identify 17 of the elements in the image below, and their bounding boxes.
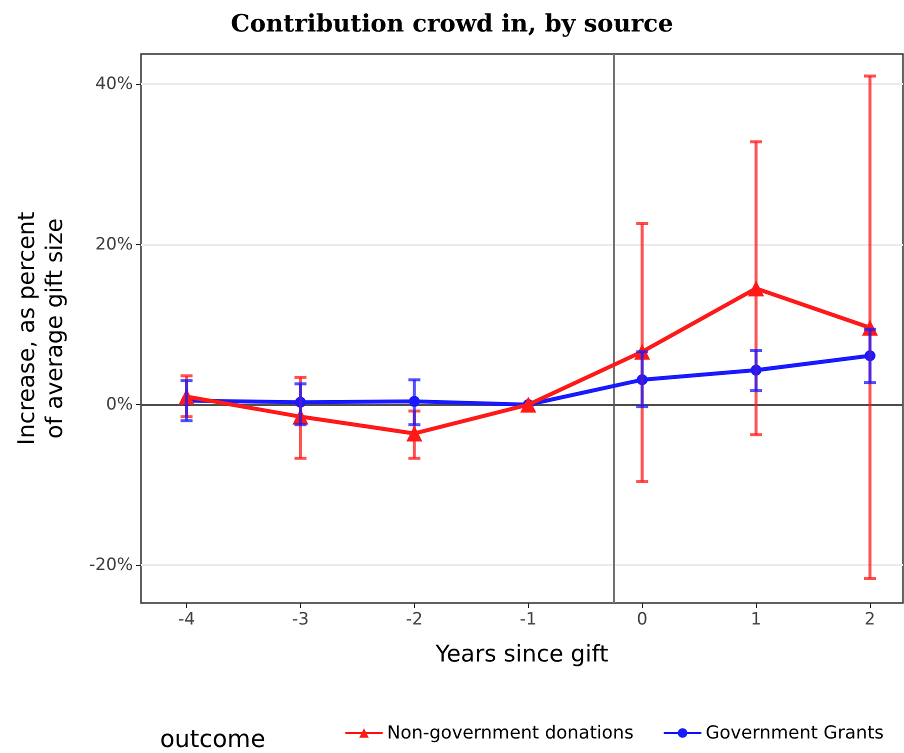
legend-title: outcome [160,725,266,753]
x-tick-label: 1 [750,610,762,630]
x-tick-label: -4 [178,610,196,630]
x-tick-label: -3 [292,610,309,630]
y-axis-title: Increase, as percent of average gift size [14,212,68,446]
y-tick-label: 40% [95,74,133,94]
legend-label: Non-government donations [387,722,634,744]
chart-title: Contribution crowd in, by source [230,8,674,38]
x-tick-label: 2 [864,610,876,630]
y-tick-label: -20% [89,554,133,575]
x-axis-title: Years since gift [434,642,608,668]
y-tick-label: 0% [106,394,133,415]
x-tick-label: -1 [520,610,537,630]
x-tick-label: -2 [406,610,423,630]
legend-label: Government Grants [706,722,884,744]
x-tick-label: 0 [636,610,648,630]
y-tick-label: 20% [95,234,133,254]
